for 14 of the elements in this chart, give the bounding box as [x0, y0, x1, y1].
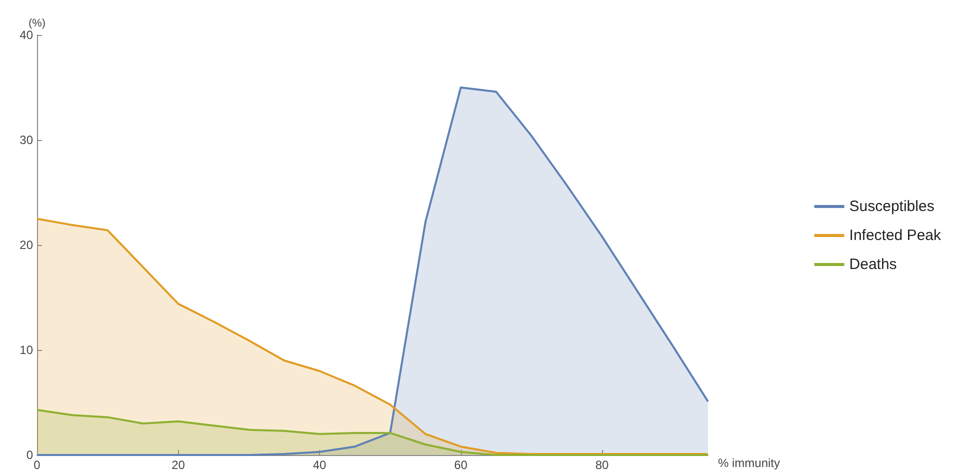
- y-tick-label: 0: [26, 448, 34, 462]
- y-tick-label: 30: [20, 133, 34, 147]
- y-tick-label: 10: [20, 343, 34, 357]
- legend-label: Susceptibles: [849, 198, 934, 215]
- y-tick-label: 20: [20, 238, 34, 252]
- x-axis-title: % immunity: [718, 456, 780, 470]
- legend-label: Deaths: [849, 256, 897, 273]
- x-tick-label: 20: [172, 458, 186, 471]
- legend-label: Infected Peak: [849, 227, 942, 244]
- x-tick-label: 40: [312, 458, 327, 471]
- x-tick-label: 80: [595, 458, 610, 471]
- x-tick-label: 60: [454, 458, 468, 471]
- y-axis-title: (%): [28, 18, 46, 30]
- y-tick-label: 40: [20, 28, 34, 42]
